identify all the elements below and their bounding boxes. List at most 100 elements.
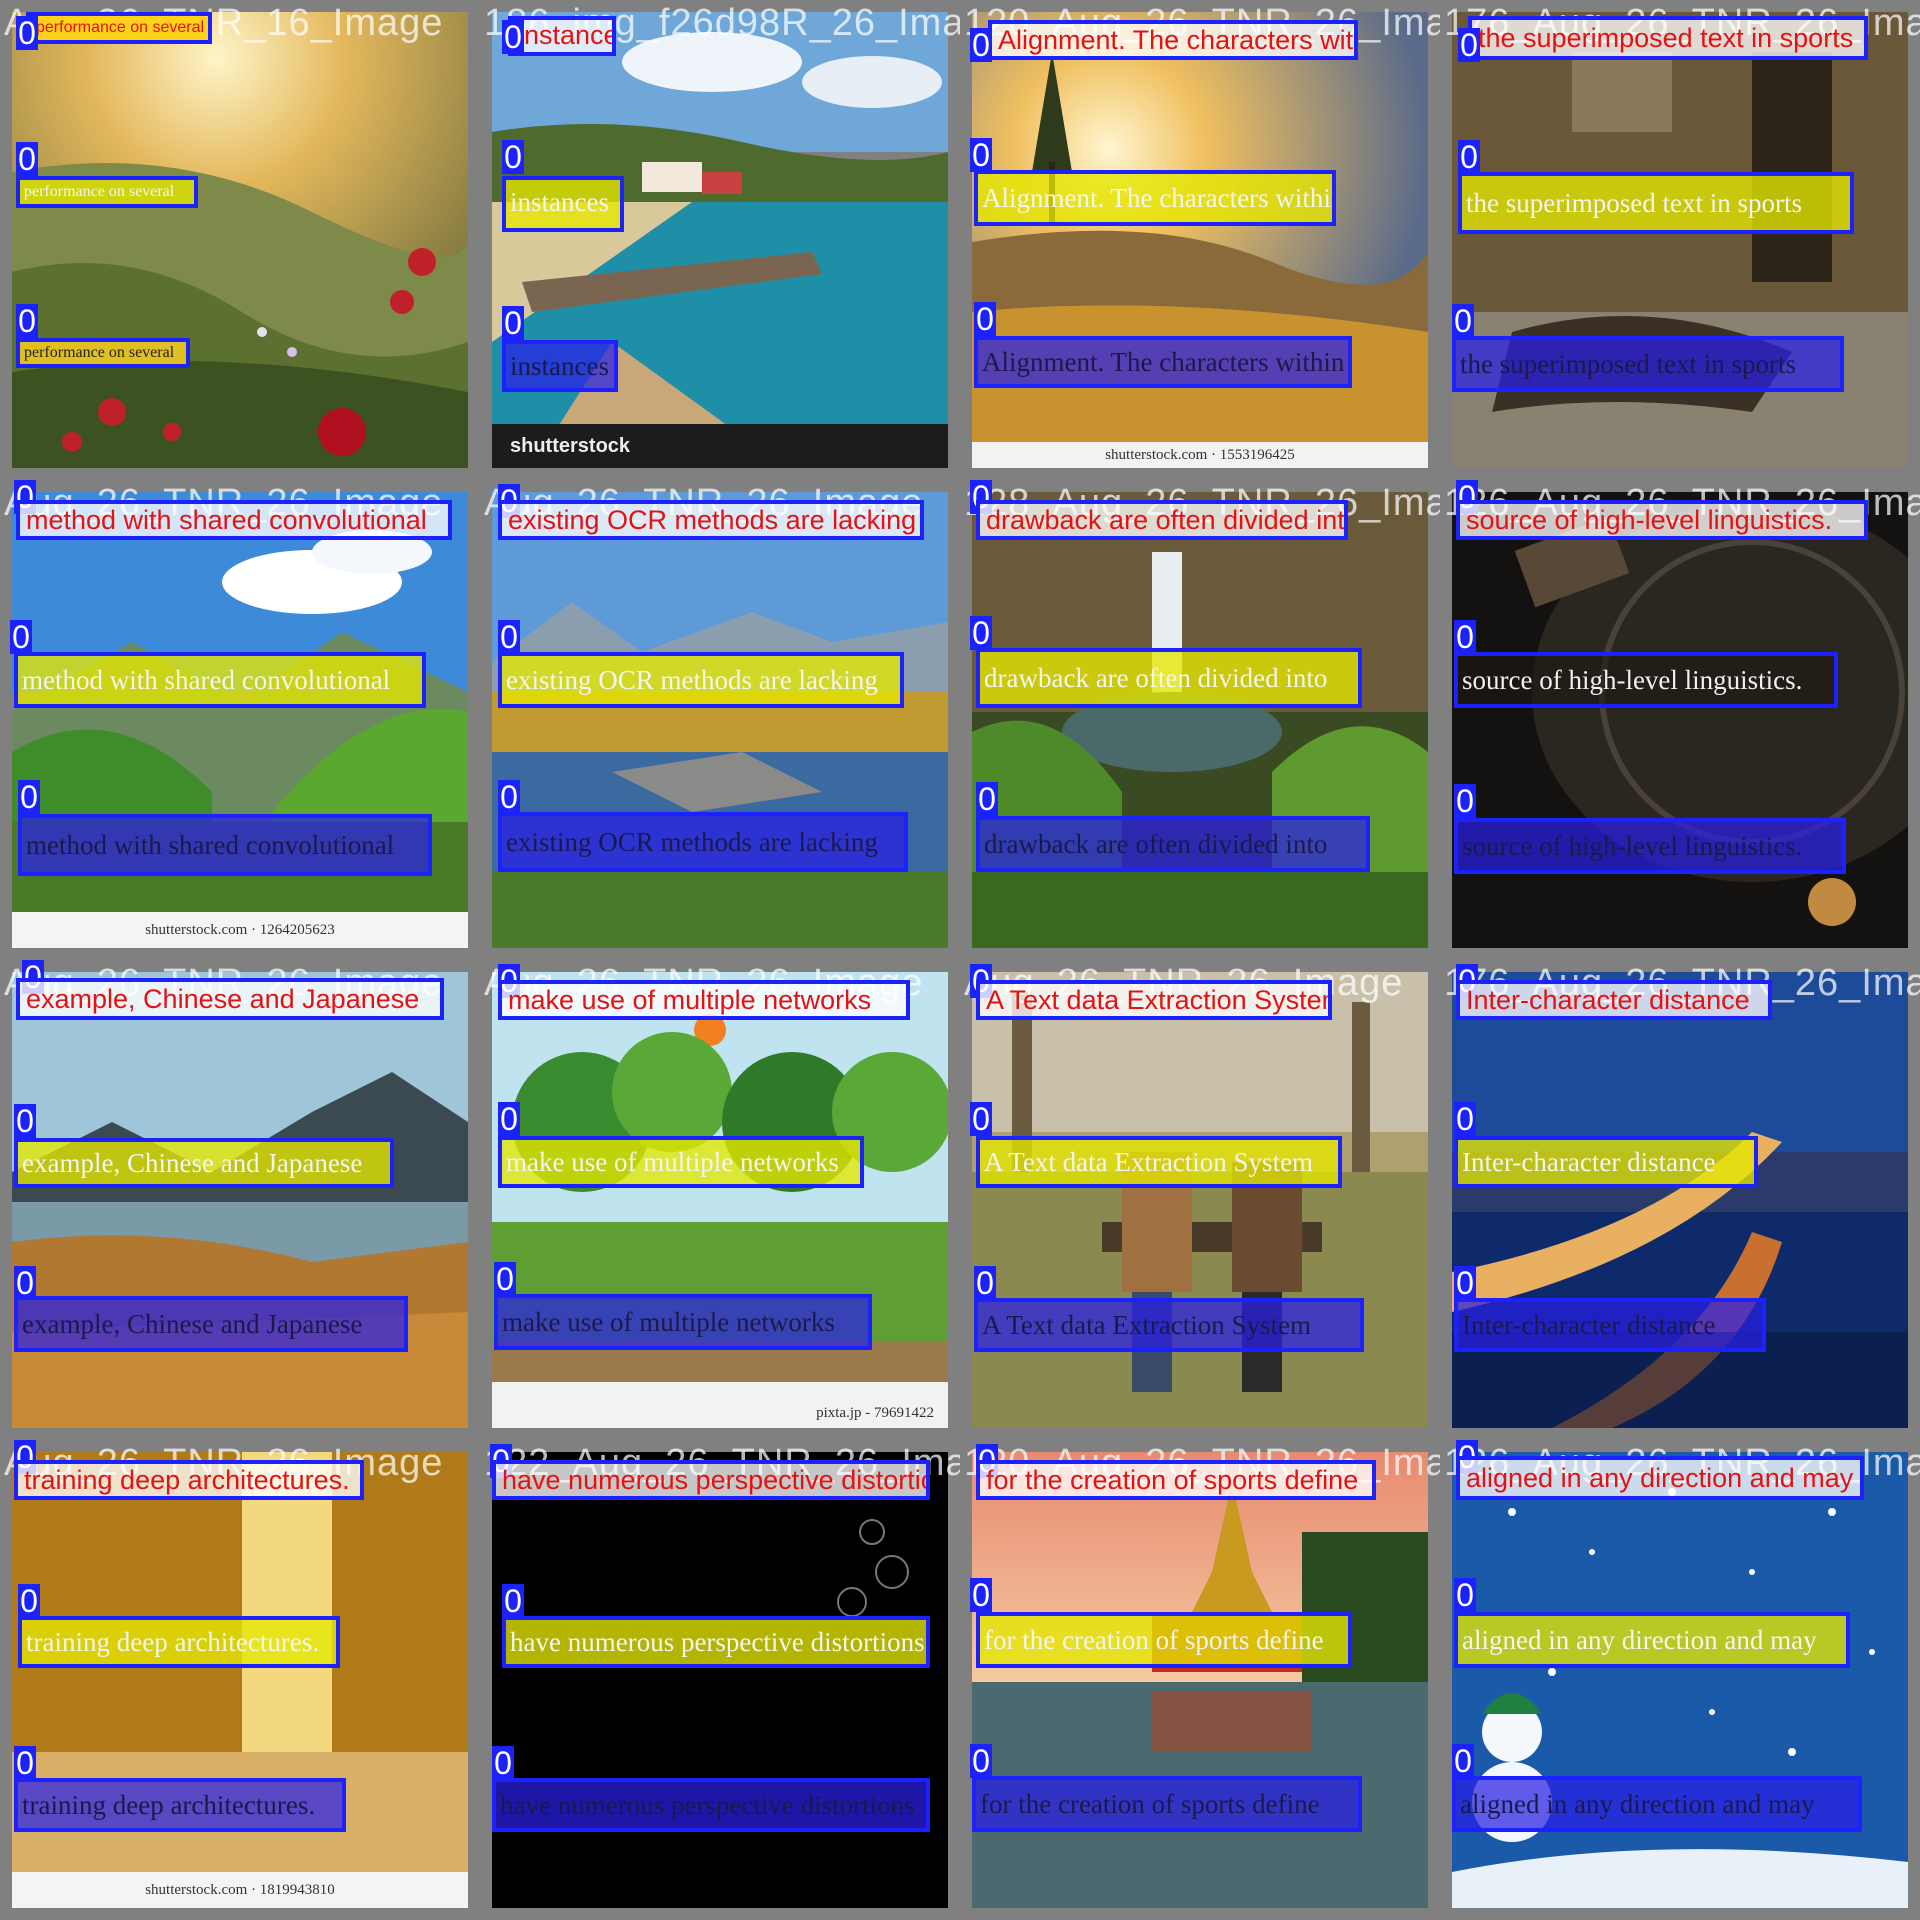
tile-2-watermark: shutterstock (492, 424, 948, 468)
tile-3-class-tag-2: 0 (970, 138, 992, 172)
tile-5-class-tag-2: 0 (10, 620, 32, 654)
tile-15-photo (972, 1452, 1428, 1908)
tile-15-pred-box: for the creation of sports define (976, 1612, 1352, 1668)
tile-3-target-box: Alignment. The characters within (974, 336, 1352, 388)
tile-5-gt-box: method with shared convolutional (16, 500, 452, 540)
tile-4-class-tag-1: 0 (1458, 28, 1480, 62)
tile-3-pred-box: Alignment. The characters within (974, 170, 1336, 226)
tile-1: Aug_26_TNR_16_Image performance on sever… (0, 0, 480, 480)
tile-6-pred-box: existing OCR methods are lacking (498, 652, 904, 708)
tile-3: shutterstock.com · 1553196425 120_Aug_26… (960, 0, 1440, 480)
tile-10-watermark: pixta.jp - 79691422 (492, 1398, 948, 1428)
tile-2-class-tag-3: 0 (502, 306, 524, 340)
tile-13: shutterstock.com · 1819943810 Aug_26_TNR… (0, 1440, 480, 1920)
tile-8-gt-box: source of high-level linguistics. (1456, 500, 1868, 540)
tile-6: Aug_26_TNR_26_Image 0 existing OCR metho… (480, 480, 960, 960)
tile-1-class-tag-1: 0 (16, 16, 38, 50)
tile-5-photo (12, 492, 468, 948)
tile-5-class-tag-3: 0 (18, 780, 40, 814)
tile-10-gt-box: make use of multiple networks (498, 980, 910, 1020)
tile-2-gt-box: instances (508, 16, 616, 56)
tile-3-class-tag-1: 0 (970, 28, 992, 62)
tile-14-class-tag-3: 0 (492, 1746, 514, 1780)
tile-16-gt-box: aligned in any direction and may (1456, 1456, 1864, 1500)
tile-9-pred-box: example, Chinese and Japanese (14, 1138, 394, 1188)
tile-4-class-tag-2: 0 (1458, 140, 1480, 174)
tile-8-class-tag-3: 0 (1454, 784, 1476, 818)
tile-16-class-tag-3: 0 (1452, 1744, 1474, 1778)
tile-10-target-box: make use of multiple networks (494, 1294, 872, 1350)
tile-13-class-tag-3: 0 (14, 1746, 36, 1780)
tile-14-photo (492, 1452, 948, 1908)
tile-4-gt-box: the superimposed text in sports (1468, 16, 1868, 60)
tile-7-gt-box: drawback are often divided into (976, 500, 1348, 540)
tile-16-target-box: aligned in any direction and may (1452, 1776, 1862, 1832)
tile-12: 176_Aug_26_TNR_26_Image 0 Inter-characte… (1440, 960, 1920, 1440)
tile-10-photo (492, 972, 948, 1428)
tile-11: Aug_26_TNR_26_Image 0 A Text data Extrac… (960, 960, 1440, 1440)
tile-4-class-tag-3: 0 (1452, 304, 1474, 338)
tile-9-class-tag-3: 0 (14, 1266, 36, 1300)
tile-7-class-tag-2: 0 (970, 616, 992, 650)
tile-3-watermark: shutterstock.com · 1553196425 (972, 442, 1428, 468)
tile-12-target-box: Inter-character distance (1454, 1298, 1766, 1352)
tile-14-gt-box: have numerous perspective distortions (492, 1460, 930, 1500)
tile-7-target-box: drawback are often divided into (976, 816, 1370, 872)
tile-16-pred-box: aligned in any direction and may (1454, 1612, 1850, 1668)
tile-7: 128_Aug_26_TNR_26_Image 0 drawback are o… (960, 480, 1440, 960)
tile-11-target-box: A Text data Extraction System (974, 1298, 1364, 1352)
tile-9-photo (12, 972, 468, 1428)
tile-12-class-tag-3: 0 (1454, 1266, 1476, 1300)
tile-3-class-tag-3: 0 (974, 302, 996, 336)
tile-15-class-tag-3: 0 (970, 1744, 992, 1778)
tile-1-pred-box: performance on several (16, 176, 198, 208)
tile-8-target-box: source of high-level linguistics. (1454, 818, 1846, 874)
tile-6-target-box: existing OCR methods are lacking (498, 812, 908, 872)
tile-9-class-tag-2: 0 (14, 1104, 36, 1138)
tile-1-target-box: performance on several (16, 338, 190, 368)
tile-15-gt-box: for the creation of sports define (976, 1460, 1376, 1500)
tile-14-target-box: have numerous perspective distortions (492, 1778, 930, 1832)
tile-11-photo (972, 972, 1428, 1428)
tile-7-class-tag-3: 0 (976, 782, 998, 816)
tile-1-gt-box: performance on several (26, 12, 212, 44)
tile-2-class-tag-2: 0 (502, 140, 524, 174)
tile-8-photo (1452, 492, 1908, 948)
tile-2-pred-box: instances (502, 176, 624, 232)
tile-14: 122_Aug_26_TNR_26_Image 0 have numerous … (480, 1440, 960, 1920)
tile-8: 126_Aug_26_TNR_26_Image 0 source of high… (1440, 480, 1920, 960)
tile-10-class-tag-3: 0 (494, 1262, 516, 1296)
tile-3-photo (972, 12, 1428, 468)
tile-12-pred-box: Inter-character distance (1454, 1136, 1758, 1188)
tile-16-photo (1452, 1452, 1908, 1908)
tile-2: shutterstock 186_img_f26d98R_26_Image in… (480, 0, 960, 480)
tile-15-target-box: for the creation of sports define (972, 1776, 1362, 1832)
tile-13-photo (12, 1452, 468, 1908)
tile-7-photo (972, 492, 1428, 948)
tile-9-gt-box: example, Chinese and Japanese (16, 978, 444, 1020)
tile-11-gt-box: A Text data Extraction System (976, 980, 1332, 1020)
tile-8-class-tag-2: 0 (1454, 620, 1476, 654)
tile-8-pred-box: source of high-level linguistics. (1454, 652, 1838, 708)
tile-3-gt-box: Alignment. The characters within (988, 20, 1358, 60)
tile-10-pred-box: make use of multiple networks (498, 1136, 864, 1188)
tile-10: pixta.jp - 79691422 Aug_26_TNR_26_Image … (480, 960, 960, 1440)
tile-4-photo (1452, 12, 1908, 468)
tile-2-photo (492, 12, 948, 468)
tile-14-class-tag-2: 0 (502, 1584, 524, 1618)
tile-5-target-box: method with shared convolutional (18, 814, 432, 876)
tile-12-photo (1452, 972, 1908, 1428)
tile-9: Aug_26_TNR_26_Image 0 example, Chinese a… (0, 960, 480, 1440)
tile-13-target-box: training deep architectures. (14, 1778, 346, 1832)
tile-12-class-tag-2: 0 (1454, 1102, 1476, 1136)
tile-14-pred-box: have numerous perspective distortions (502, 1616, 930, 1668)
tile-12-gt-box: Inter-character distance (1456, 980, 1772, 1020)
tile-4: 176_Aug_26_TNR_26_Image the superimposed… (1440, 0, 1920, 480)
tile-6-class-tag-3: 0 (498, 780, 520, 814)
tile-16: 126_Aug_26_TNR_26_Image 0 aligned in any… (1440, 1440, 1920, 1920)
tile-1-class-tag-2: 0 (16, 142, 38, 176)
tile-4-pred-box: the superimposed text in sports (1458, 172, 1854, 234)
tile-5: shutterstock.com · 1264205623 Aug_26_TNR… (0, 480, 480, 960)
tile-9-target-box: example, Chinese and Japanese (14, 1296, 408, 1352)
